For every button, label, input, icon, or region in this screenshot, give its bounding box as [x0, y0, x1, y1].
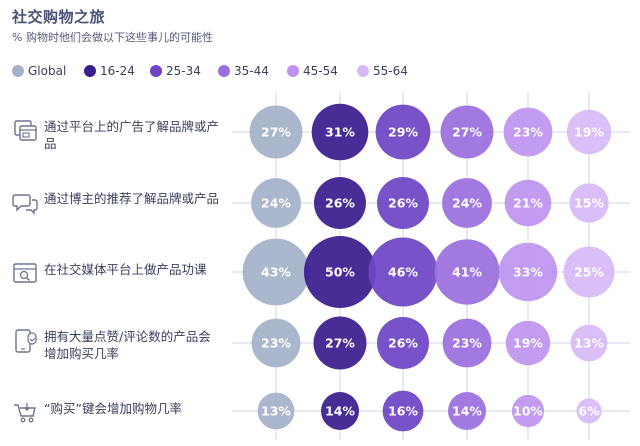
bubbles	[242, 103, 615, 432]
row-label: 拥有大量点赞/评论数的产品会增加购买几率	[12, 328, 219, 362]
bubble	[434, 239, 500, 305]
legend-swatch	[218, 65, 230, 77]
data-label: 16%	[388, 404, 418, 419]
bubble	[448, 392, 486, 430]
row-label: 在社交媒体平台上做产品功课	[12, 261, 219, 287]
row-label: “购买”键会增加购物几率	[12, 400, 219, 426]
bubble	[440, 105, 494, 159]
data-label: 23%	[452, 336, 482, 351]
legend-swatch	[150, 65, 162, 77]
bubble	[442, 318, 492, 368]
data-label: 15%	[574, 196, 604, 211]
data-label: 50%	[325, 265, 355, 280]
row-label: 通过平台上的广告了解品牌或产品	[12, 118, 219, 152]
bubble	[511, 394, 545, 428]
legend-label: Global	[28, 64, 67, 78]
bubble	[563, 246, 615, 298]
data-label: 33%	[513, 265, 543, 280]
row-label-text: “购买”键会增加购物几率	[44, 401, 182, 416]
data-label: 19%	[574, 125, 604, 140]
bubble	[382, 390, 424, 432]
data-label: 25%	[574, 265, 604, 280]
legend-item-global: Global	[12, 62, 66, 80]
bubble	[504, 179, 552, 227]
bubble	[313, 316, 367, 370]
legend-label: 25-34	[166, 64, 201, 78]
bubble	[498, 242, 558, 302]
data-label: 27%	[325, 336, 355, 351]
value-labels: 27% 24% 43% 23% 13% 31% 26% 50% 27% 14% 29% 26% 46% 2…	[261, 125, 604, 419]
legend-label: 55-64	[373, 64, 408, 78]
legend-swatch	[84, 65, 96, 77]
bubble	[368, 237, 438, 307]
data-label: 27%	[452, 125, 482, 140]
data-label: 43%	[261, 265, 291, 280]
row-label-text: 拥有大量点赞/评论数的产品会增加购买几率	[44, 329, 211, 361]
bubble	[503, 107, 553, 157]
data-label: 23%	[513, 125, 543, 140]
phone-like-icon	[12, 328, 38, 354]
bubble	[242, 238, 310, 306]
shopping-cart-icon	[12, 400, 38, 426]
data-label: 41%	[452, 265, 482, 280]
data-label: 26%	[325, 196, 355, 211]
legend-item-45-54: 45-54	[287, 62, 338, 80]
bubble	[311, 103, 369, 161]
bubble	[442, 178, 492, 228]
data-label: 21%	[513, 196, 543, 211]
bubble	[251, 178, 301, 228]
row-label-text: 通过博主的推荐了解品牌或产品	[44, 191, 220, 206]
bubble	[251, 318, 301, 368]
legend-label: 16-24	[100, 64, 135, 78]
browser-search-icon	[12, 261, 38, 287]
data-label: 13%	[574, 336, 604, 351]
data-label: 29%	[388, 125, 418, 140]
bubble	[505, 320, 551, 366]
row-label-text: 在社交媒体平台上做产品功课	[44, 262, 207, 277]
legend-item-25-34: 25-34	[150, 62, 201, 80]
data-label: 24%	[452, 196, 482, 211]
bubble	[249, 105, 303, 159]
row-label-text: 通过平台上的广告了解品牌或产品	[44, 119, 220, 151]
bubble	[304, 236, 376, 308]
bubble	[569, 183, 609, 223]
data-label: 14%	[325, 404, 355, 419]
legend-label: 45-54	[303, 64, 338, 78]
bubble	[314, 177, 366, 229]
bubble	[377, 177, 429, 229]
data-label: 10%	[513, 404, 543, 419]
data-label: 24%	[261, 196, 291, 211]
bubble	[321, 392, 359, 430]
data-label: 23%	[261, 336, 291, 351]
data-label: 6%	[578, 404, 600, 419]
bubble	[570, 324, 608, 362]
bubble	[377, 317, 429, 369]
legend-item-35-44: 35-44	[218, 62, 269, 80]
legend-swatch	[12, 65, 24, 77]
bubble	[566, 109, 612, 155]
legend-item-55-64: 55-64	[357, 62, 408, 80]
ad-window-icon	[12, 118, 38, 144]
data-label: 19%	[513, 336, 543, 351]
data-label: 14%	[452, 404, 482, 419]
chart-title: 社交购物之旅	[12, 8, 106, 26]
chat-bubbles-icon	[12, 190, 38, 216]
bubble	[375, 104, 431, 160]
legend-swatch	[357, 65, 369, 77]
data-label: 46%	[388, 265, 418, 280]
data-label: 13%	[261, 404, 291, 419]
chart-subtitle: % 购物时他们会做以下这些事儿的可能性	[12, 31, 213, 44]
row-label: 通过博主的推荐了解品牌或产品	[12, 190, 219, 216]
data-label: 31%	[325, 125, 355, 140]
data-label: 26%	[388, 336, 418, 351]
data-label: 27%	[261, 125, 291, 140]
legend-item-16-24: 16-24	[84, 62, 135, 80]
bubble	[576, 398, 602, 424]
data-label: 26%	[388, 196, 418, 211]
legend-label: 35-44	[234, 64, 269, 78]
legend-swatch	[287, 65, 299, 77]
bubble	[257, 392, 295, 430]
